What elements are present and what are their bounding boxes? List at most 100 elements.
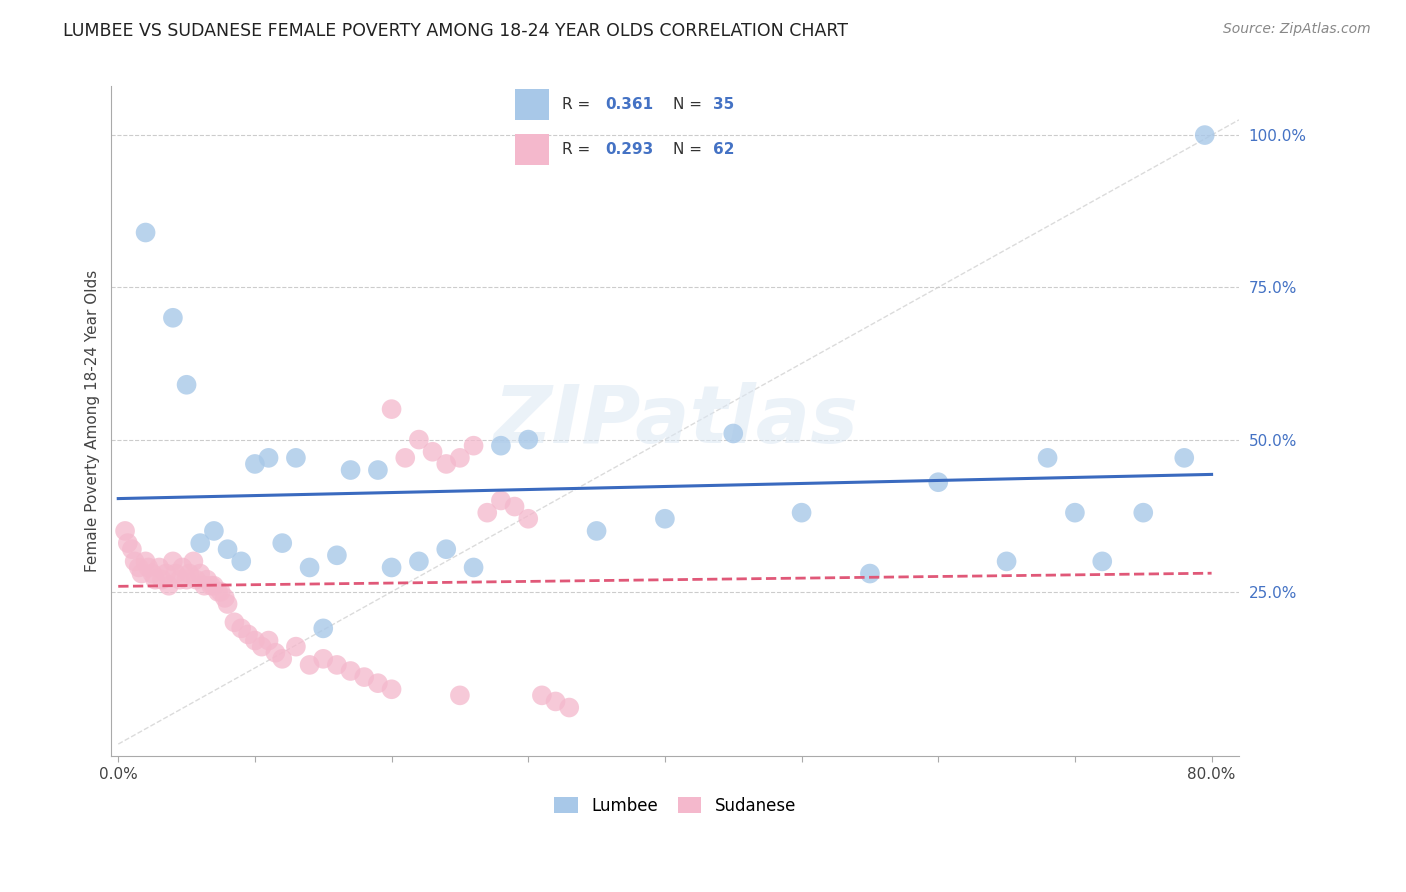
Point [117,536,139,550]
Point [367,676,389,690]
Point [193,579,215,593]
Point [141,566,163,581]
Point [165,566,187,581]
Point [654,512,676,526]
Point [224,615,246,630]
Point [271,536,294,550]
Point [135,554,157,568]
Point [859,566,882,581]
Text: 35: 35 [713,97,735,112]
Point [1091,554,1114,568]
Point [172,560,194,574]
Point [1064,506,1087,520]
Point [271,652,294,666]
Point [157,579,180,593]
Point [381,560,404,574]
Point [1036,450,1059,465]
Point [257,450,280,465]
Point [312,652,335,666]
Point [128,560,150,574]
Point [121,542,143,557]
Point [209,584,232,599]
Point [790,506,813,520]
Point [243,633,266,648]
Point [339,664,361,678]
Point [231,621,253,635]
Text: 0.293: 0.293 [605,142,654,157]
Text: 0.361: 0.361 [605,97,654,112]
Point [169,573,191,587]
Point [544,694,567,708]
Point [188,566,211,581]
Point [381,402,404,417]
Point [477,506,499,520]
Point [162,310,184,325]
Point [217,542,239,557]
Point [257,633,280,648]
Point [264,646,287,660]
Point [202,524,225,538]
Text: N =: N = [673,142,707,157]
Point [408,554,430,568]
Point [1194,128,1216,142]
Point [124,554,146,568]
Point [155,566,177,581]
Point [131,566,153,581]
Point [250,640,273,654]
Point [449,450,471,465]
Point [1173,450,1195,465]
Point [298,560,321,574]
Point [517,433,540,447]
Point [312,621,335,635]
Point [176,377,198,392]
Point [284,640,307,654]
Text: LUMBEE VS SUDANESE FEMALE POVERTY AMONG 18-24 YEAR OLDS CORRELATION CHART: LUMBEE VS SUDANESE FEMALE POVERTY AMONG … [63,22,848,40]
Point [217,597,239,611]
Point [135,226,157,240]
Point [183,554,205,568]
Point [207,584,229,599]
Point [422,444,444,458]
Point [188,536,211,550]
Point [449,689,471,703]
Point [326,657,349,672]
Point [463,560,485,574]
Point [927,475,949,490]
Point [517,512,540,526]
Text: R =: R = [562,142,595,157]
Point [434,457,457,471]
Point [723,426,745,441]
Point [243,457,266,471]
Point [298,657,321,672]
Point [186,573,208,587]
Text: N =: N = [673,97,707,112]
Point [148,560,170,574]
Point [231,554,253,568]
FancyBboxPatch shape [516,135,550,165]
Point [162,554,184,568]
Point [179,566,201,581]
Point [558,700,581,714]
Text: 62: 62 [713,142,735,157]
Point [530,689,553,703]
Point [114,524,136,538]
Point [200,579,222,593]
Point [143,573,166,587]
Point [326,549,349,563]
Point [353,670,375,684]
Point [176,573,198,587]
Point [284,450,307,465]
Point [150,573,173,587]
Point [195,573,218,587]
Point [381,682,404,697]
Point [394,450,416,465]
Point [408,433,430,447]
Point [202,579,225,593]
Y-axis label: Female Poverty Among 18-24 Year Olds: Female Poverty Among 18-24 Year Olds [86,270,100,573]
Point [463,439,485,453]
Point [136,560,159,574]
Point [995,554,1018,568]
Text: ZIPatlas: ZIPatlas [492,383,858,460]
Point [236,627,259,641]
Point [585,524,607,538]
